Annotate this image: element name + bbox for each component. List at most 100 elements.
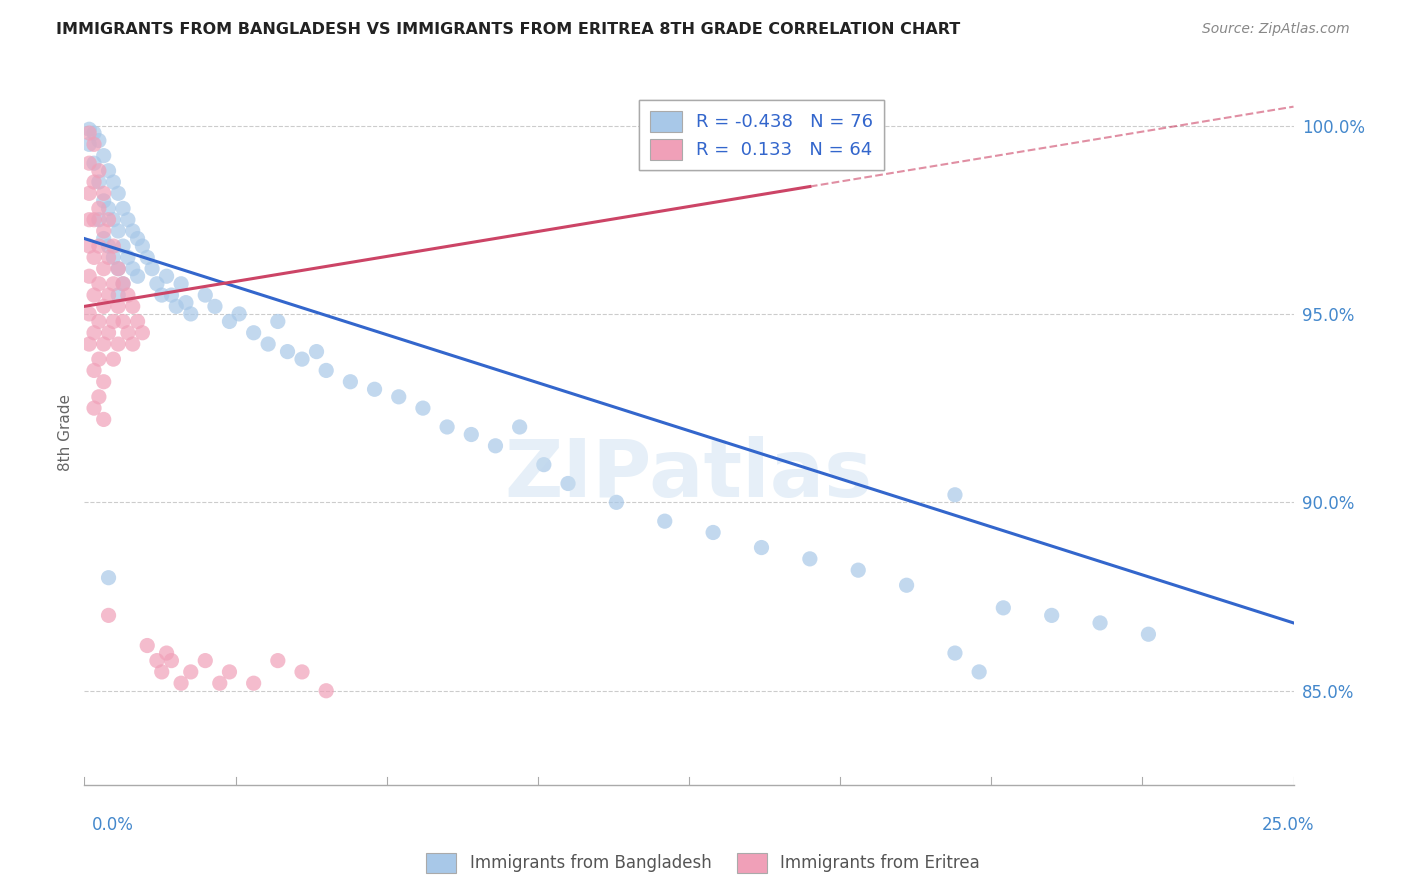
Point — [112, 239, 135, 253]
Point — [242, 326, 264, 340]
Point — [103, 239, 125, 253]
Point — [77, 186, 100, 201]
Point — [509, 420, 531, 434]
Point — [77, 307, 100, 321]
Legend: R = -0.438   N = 76, R =  0.133   N = 64: R = -0.438 N = 76, R = 0.133 N = 64 — [638, 100, 884, 170]
Point — [87, 390, 110, 404]
Point — [87, 202, 110, 216]
Point — [1137, 627, 1160, 641]
Point — [799, 552, 821, 566]
Point — [77, 269, 100, 284]
Point — [87, 352, 110, 367]
Point — [121, 299, 143, 313]
Point — [194, 288, 217, 302]
Point — [83, 251, 105, 265]
Text: ZIPatlas: ZIPatlas — [505, 436, 873, 514]
Point — [131, 239, 153, 253]
Point — [127, 314, 149, 328]
Point — [943, 646, 966, 660]
Point — [146, 654, 169, 668]
Point — [388, 390, 411, 404]
Text: Source: ZipAtlas.com: Source: ZipAtlas.com — [1202, 22, 1350, 37]
Point — [228, 307, 250, 321]
Point — [87, 212, 110, 227]
Legend: Immigrants from Bangladesh, Immigrants from Eritrea: Immigrants from Bangladesh, Immigrants f… — [420, 847, 986, 880]
Point — [77, 337, 100, 351]
Point — [107, 261, 129, 276]
Point — [97, 251, 120, 265]
Point — [77, 126, 100, 140]
Point — [112, 202, 135, 216]
Point — [896, 578, 918, 592]
Point — [751, 541, 773, 555]
Point — [93, 337, 115, 351]
Point — [121, 261, 143, 276]
Point — [112, 277, 135, 291]
Text: IMMIGRANTS FROM BANGLADESH VS IMMIGRANTS FROM ERITREA 8TH GRADE CORRELATION CHAR: IMMIGRANTS FROM BANGLADESH VS IMMIGRANTS… — [56, 22, 960, 37]
Point — [194, 654, 217, 668]
Point — [412, 401, 434, 416]
Point — [97, 202, 120, 216]
Point — [103, 251, 125, 265]
Point — [107, 186, 129, 201]
Text: 25.0%: 25.0% — [1263, 816, 1315, 834]
Point — [97, 239, 120, 253]
Point — [160, 654, 183, 668]
Point — [83, 212, 105, 227]
Point — [436, 420, 458, 434]
Point — [93, 261, 115, 276]
Point — [77, 239, 100, 253]
Point — [97, 288, 120, 302]
Point — [93, 231, 115, 245]
Point — [77, 212, 100, 227]
Point — [170, 676, 193, 690]
Point — [87, 175, 110, 189]
Point — [242, 676, 264, 690]
Point — [339, 375, 361, 389]
Point — [103, 352, 125, 367]
Point — [136, 639, 159, 653]
Point — [77, 137, 100, 152]
Point — [204, 299, 226, 313]
Point — [93, 194, 115, 208]
Point — [276, 344, 298, 359]
Point — [257, 337, 280, 351]
Point — [121, 337, 143, 351]
Point — [533, 458, 555, 472]
Point — [291, 665, 314, 679]
Point — [460, 427, 482, 442]
Point — [83, 137, 105, 152]
Point — [160, 288, 183, 302]
Point — [87, 277, 110, 291]
Point — [267, 314, 290, 328]
Point — [77, 156, 100, 170]
Text: 0.0%: 0.0% — [91, 816, 134, 834]
Point — [605, 495, 627, 509]
Point — [97, 608, 120, 623]
Point — [83, 401, 105, 416]
Point — [87, 163, 110, 178]
Point — [77, 122, 100, 136]
Point — [654, 514, 676, 528]
Point — [117, 288, 139, 302]
Point — [967, 665, 990, 679]
Point — [150, 665, 173, 679]
Point — [112, 314, 135, 328]
Point — [83, 126, 105, 140]
Point — [363, 382, 385, 396]
Point — [846, 563, 869, 577]
Point — [170, 277, 193, 291]
Point — [146, 277, 169, 291]
Point — [83, 326, 105, 340]
Point — [103, 212, 125, 227]
Point — [208, 676, 231, 690]
Point — [1088, 615, 1111, 630]
Point — [315, 363, 337, 377]
Point — [702, 525, 724, 540]
Point — [267, 654, 290, 668]
Point — [107, 288, 129, 302]
Point — [165, 299, 187, 313]
Point — [83, 363, 105, 377]
Point — [93, 412, 115, 426]
Point — [155, 269, 177, 284]
